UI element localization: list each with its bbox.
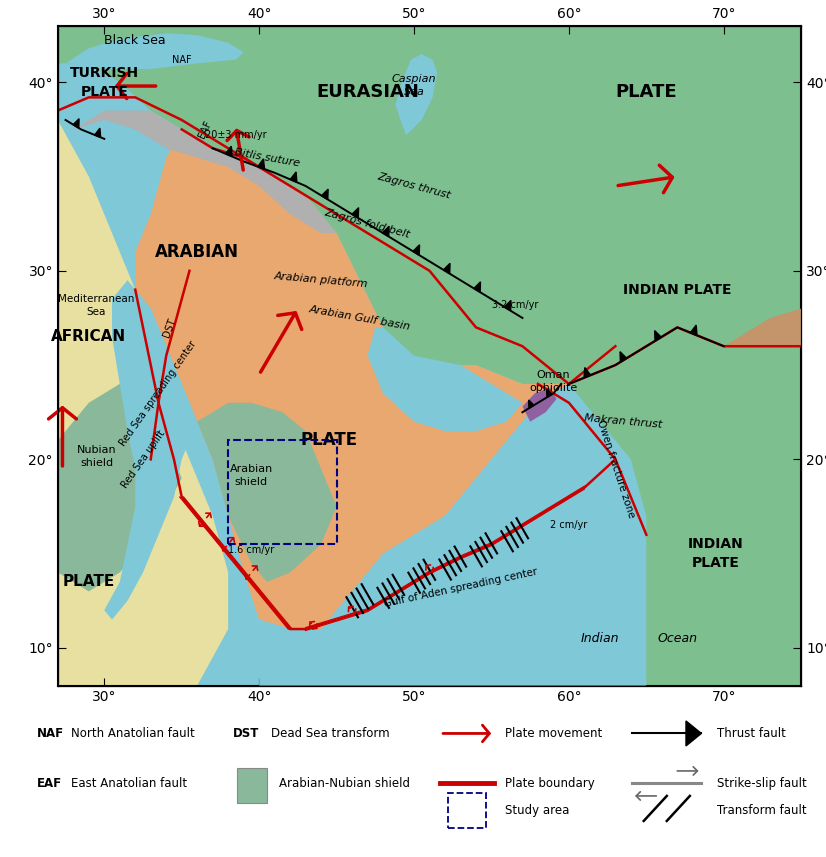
Polygon shape <box>135 129 569 629</box>
Text: Indian: Indian <box>581 632 620 645</box>
Polygon shape <box>505 301 511 311</box>
Text: 2 cm/yr: 2 cm/yr <box>550 520 587 530</box>
Text: North Anatolian fault: North Anatolian fault <box>72 727 195 740</box>
Text: Zagros fold belt: Zagros fold belt <box>324 207 411 240</box>
Polygon shape <box>259 384 646 686</box>
Text: Plate boundary: Plate boundary <box>506 777 596 790</box>
Polygon shape <box>686 721 701 746</box>
Text: Gulf of Aden spreading center: Gulf of Aden spreading center <box>382 566 539 608</box>
Polygon shape <box>58 26 801 384</box>
Text: Arabian-Nubian shield: Arabian-Nubian shield <box>279 777 410 790</box>
Bar <box>228 440 337 544</box>
Text: ARABIAN: ARABIAN <box>155 243 240 261</box>
Text: Ocean: Ocean <box>657 632 697 645</box>
Polygon shape <box>197 403 337 582</box>
Text: Thrust fault: Thrust fault <box>717 727 786 740</box>
Text: Sea: Sea <box>404 87 425 97</box>
Text: Mediterranean: Mediterranean <box>59 294 135 304</box>
Polygon shape <box>368 327 522 431</box>
Text: Strike-slip fault: Strike-slip fault <box>717 777 806 790</box>
Text: PLATE: PLATE <box>692 556 740 570</box>
Polygon shape <box>691 325 697 335</box>
Text: Transform fault: Transform fault <box>717 805 806 818</box>
Polygon shape <box>352 207 358 218</box>
Polygon shape <box>724 309 801 346</box>
Polygon shape <box>74 119 79 128</box>
Text: Plate movement: Plate movement <box>506 727 603 740</box>
Text: NAF: NAF <box>37 727 64 740</box>
Text: EAF: EAF <box>37 777 62 790</box>
Text: Arabian Gulf basin: Arabian Gulf basin <box>308 304 411 332</box>
Text: Makran thrust: Makran thrust <box>584 413 662 430</box>
Text: EURASIAN: EURASIAN <box>316 82 419 101</box>
Text: EAF: EAF <box>197 119 213 140</box>
Text: Black Sea: Black Sea <box>104 34 166 47</box>
Text: PLATE: PLATE <box>301 431 358 450</box>
Text: INDIAN: INDIAN <box>688 537 744 551</box>
Polygon shape <box>58 111 337 233</box>
Polygon shape <box>65 33 244 69</box>
Text: Nubian: Nubian <box>77 445 116 455</box>
Polygon shape <box>95 128 101 137</box>
Polygon shape <box>655 331 662 341</box>
Polygon shape <box>584 368 591 378</box>
Text: ophiolite: ophiolite <box>529 383 577 393</box>
Text: 1.6 cm/yr: 1.6 cm/yr <box>228 545 274 554</box>
Polygon shape <box>104 280 197 620</box>
Text: Arabian platform: Arabian platform <box>273 271 368 290</box>
Text: Zagros thrust: Zagros thrust <box>377 171 452 201</box>
Text: PLATE: PLATE <box>615 82 677 101</box>
Bar <box>236 769 268 804</box>
Polygon shape <box>413 245 420 255</box>
Text: NAF: NAF <box>172 55 192 64</box>
Text: 3.2 cm/yr: 3.2 cm/yr <box>491 300 538 309</box>
Bar <box>448 794 487 829</box>
Text: Sea: Sea <box>87 308 107 317</box>
Polygon shape <box>58 384 182 591</box>
Text: 20±3 mm/yr: 20±3 mm/yr <box>205 130 267 140</box>
Polygon shape <box>382 226 389 237</box>
Text: DST: DST <box>233 727 259 740</box>
Text: shield: shield <box>80 458 113 468</box>
Text: DST: DST <box>161 316 178 339</box>
Text: PLATE: PLATE <box>63 574 115 590</box>
Polygon shape <box>522 387 557 422</box>
Text: Owen fracture zone: Owen fracture zone <box>595 418 636 519</box>
Text: Red Sea spreading center: Red Sea spreading center <box>118 339 199 448</box>
Text: Study area: Study area <box>506 805 570 818</box>
Polygon shape <box>620 351 627 362</box>
Text: Caspian: Caspian <box>392 74 436 83</box>
Polygon shape <box>529 400 534 408</box>
Polygon shape <box>58 120 228 686</box>
Polygon shape <box>444 263 450 273</box>
Text: Dead Sea transform: Dead Sea transform <box>271 727 390 740</box>
Text: East Anatolian fault: East Anatolian fault <box>72 777 188 790</box>
Text: PLATE: PLATE <box>80 85 128 99</box>
Polygon shape <box>321 189 328 200</box>
Polygon shape <box>547 389 552 398</box>
Text: Red Sea uplift: Red Sea uplift <box>120 428 167 490</box>
Polygon shape <box>258 159 264 169</box>
Text: AFRICAN: AFRICAN <box>51 329 126 345</box>
Polygon shape <box>225 147 232 157</box>
Text: INDIAN PLATE: INDIAN PLATE <box>623 283 732 297</box>
Text: Arabian: Arabian <box>230 464 273 474</box>
Text: Oman: Oman <box>537 369 570 380</box>
Polygon shape <box>396 54 437 135</box>
Polygon shape <box>538 318 801 686</box>
Text: shield: shield <box>235 477 268 487</box>
Text: Bitlis suture: Bitlis suture <box>234 147 301 168</box>
Polygon shape <box>474 282 481 292</box>
Text: TURKISH: TURKISH <box>69 66 139 80</box>
Polygon shape <box>290 172 297 183</box>
